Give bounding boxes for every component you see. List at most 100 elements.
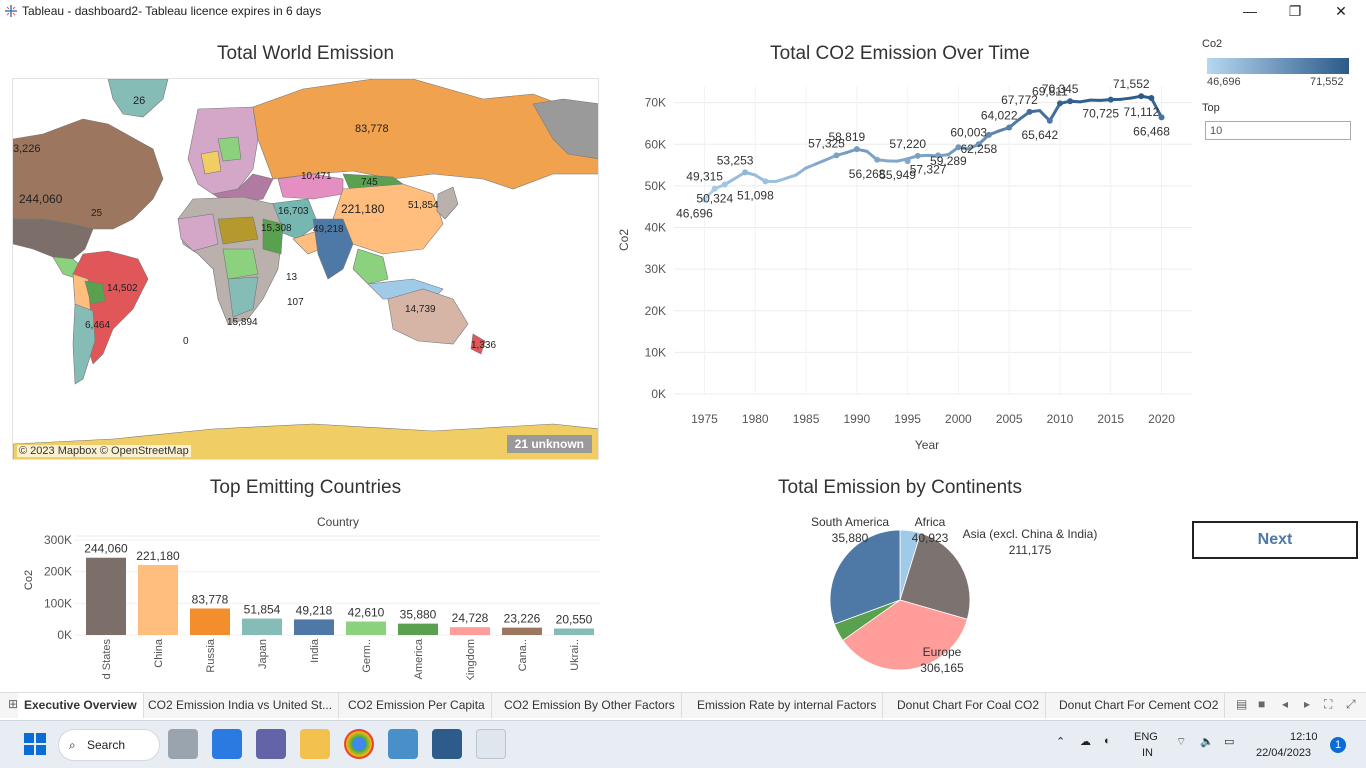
fullscreen-icon[interactable]: ⛶ — [1324, 697, 1333, 711]
y-tick-label: 0K — [57, 628, 72, 642]
tab-emission-rate-internal[interactable]: Emission Rate by internal Factors — [691, 693, 884, 718]
notification-badge[interactable]: 1 — [1330, 737, 1346, 753]
map-region[interactable] — [107, 79, 169, 118]
data-label: 70,725 — [1082, 107, 1119, 121]
prev-sheet-icon[interactable]: ◂ — [1282, 697, 1289, 711]
data-point — [1067, 98, 1074, 105]
onedrive-status-icon[interactable]: ◐ — [1104, 735, 1111, 747]
battery-icon[interactable]: ▭ — [1224, 736, 1235, 748]
x-tick-label: 2000 — [945, 412, 972, 426]
task-view-icon[interactable] — [168, 729, 198, 759]
map-region[interactable] — [227, 276, 259, 318]
bar — [450, 627, 490, 635]
onedrive-icon[interactable]: ☁ — [1080, 736, 1091, 748]
bar-value-label: 35,880 — [400, 608, 437, 622]
line-segment — [1048, 101, 1062, 123]
language-code[interactable]: ENG — [1134, 731, 1158, 743]
tableau-prep-icon[interactable] — [388, 729, 418, 759]
tab-co2-india-vs-us[interactable]: CO2 Emission India vs United St... — [142, 693, 340, 718]
tab-donut-cement[interactable]: Donut Chart For Cement CO2 — [1053, 693, 1226, 718]
filmstrip-view-icon[interactable]: ▤ — [1236, 697, 1248, 711]
minimize-button[interactable]: — — [1243, 3, 1257, 19]
map-label: 14,739 — [405, 304, 436, 315]
tab-co2-other-factors[interactable]: CO2 Emission By Other Factors — [498, 693, 682, 718]
data-label: 58,819 — [828, 130, 865, 144]
tab-executive-overview[interactable]: Executive Overview — [18, 693, 144, 718]
teams-chat-icon[interactable] — [256, 729, 286, 759]
map-region[interactable] — [262, 218, 284, 255]
clock-time[interactable]: 12:10 — [1290, 731, 1318, 743]
map-label: 6,464 — [85, 320, 111, 331]
tableau-desktop-icon[interactable] — [476, 729, 506, 759]
line-segment — [1149, 96, 1164, 119]
map-region[interactable] — [470, 333, 486, 355]
map-region[interactable] — [387, 288, 469, 345]
wifi-icon[interactable]: ⌔ — [1176, 736, 1187, 748]
volume-icon[interactable]: 🔈 — [1200, 736, 1214, 748]
file-explorer-icon[interactable] — [300, 729, 330, 759]
data-label: 64,022 — [981, 109, 1018, 123]
map-region[interactable] — [84, 280, 106, 305]
data-label: 49,315 — [686, 170, 723, 184]
tableau-public-icon[interactable] — [432, 729, 462, 759]
map-label: 51,854 — [408, 200, 439, 211]
map-region[interactable] — [13, 218, 94, 260]
map-region[interactable] — [352, 248, 389, 285]
line-segment — [794, 166, 808, 177]
x-tick-label: 1990 — [843, 412, 870, 426]
map-label: 49,218 — [313, 224, 344, 235]
map-region[interactable] — [13, 118, 164, 230]
continents-pie-chart[interactable]: Africa 40,923 Asia (excl. China & India) 21… — [760, 510, 1160, 680]
map-region[interactable] — [222, 248, 259, 280]
map-region[interactable] — [200, 150, 222, 175]
y-axis-title: Co2 — [617, 229, 631, 251]
line-segment — [814, 153, 839, 166]
world-emission-map[interactable]: 26 83,778 3,226 244,060 221,180 49,218 1… — [12, 78, 599, 460]
x-tick-label: 2005 — [996, 412, 1023, 426]
map-attribution[interactable]: © 2023 Mapbox © OpenStreetMap — [17, 445, 191, 457]
data-label: 57,327 — [910, 162, 947, 176]
pie-slice — [829, 529, 901, 625]
top-parameter-label: Top — [1202, 102, 1220, 114]
bar — [190, 608, 230, 635]
close-button[interactable]: ✕ — [1335, 3, 1347, 19]
windows-start-icon[interactable] — [20, 729, 50, 759]
next-button[interactable]: Next — [1192, 521, 1358, 559]
unknown-locations-badge[interactable]: 21 unknown — [506, 435, 592, 453]
top-countries-bar-chart[interactable]: Country 0K 100K 200K 300K Co2 244,060 United St… — [12, 510, 602, 680]
data-label: 56,268 — [849, 167, 886, 181]
tab-donut-coal[interactable]: Donut Chart For Coal CO2 — [891, 693, 1047, 718]
category-label: United States — [101, 639, 113, 680]
map-region[interactable] — [217, 216, 259, 245]
pie-slice — [899, 532, 971, 620]
data-point — [975, 141, 982, 148]
chrome-icon[interactable] — [344, 729, 374, 759]
bar — [242, 618, 282, 635]
expand-icon[interactable]: ⤢ — [1346, 697, 1356, 711]
co2-over-time-chart[interactable]: 0K 10K 20K 30K 40K 50K 60K 70K 1975 1980 1985 1990 1… — [612, 78, 1197, 458]
map-region[interactable] — [217, 136, 242, 162]
map-region[interactable] — [532, 98, 599, 159]
tray-chevron-icon[interactable]: ⌃ — [1056, 736, 1066, 748]
bar — [294, 619, 334, 635]
next-sheet-icon[interactable]: ▸ — [1304, 697, 1311, 711]
map-region[interactable] — [436, 186, 459, 220]
tab-co2-per-capita[interactable]: CO2 Emission Per Capita — [342, 693, 492, 718]
taskbar-search[interactable]: ⌕ Search — [58, 729, 160, 761]
category-label: China — [153, 638, 165, 668]
widgets-icon[interactable] — [212, 729, 242, 759]
map-region[interactable] — [177, 213, 219, 252]
bar-value-label: 51,854 — [244, 603, 281, 617]
data-point — [1107, 96, 1114, 103]
bar-value-label: 42,610 — [348, 606, 385, 620]
tab-view-icon[interactable]: ■ — [1258, 697, 1266, 711]
language-region[interactable]: IN — [1142, 747, 1153, 759]
map-region[interactable] — [72, 303, 96, 385]
map-region[interactable] — [312, 218, 354, 280]
x-tick-label: 1985 — [793, 412, 820, 426]
sheet-grid-icon[interactable]: ⊞ — [8, 697, 19, 711]
clock-date[interactable]: 22/04/2023 — [1256, 747, 1312, 759]
top-parameter-input[interactable] — [1205, 121, 1351, 140]
data-label: 65,642 — [1021, 128, 1058, 142]
restore-button[interactable]: ❐ — [1288, 3, 1302, 19]
